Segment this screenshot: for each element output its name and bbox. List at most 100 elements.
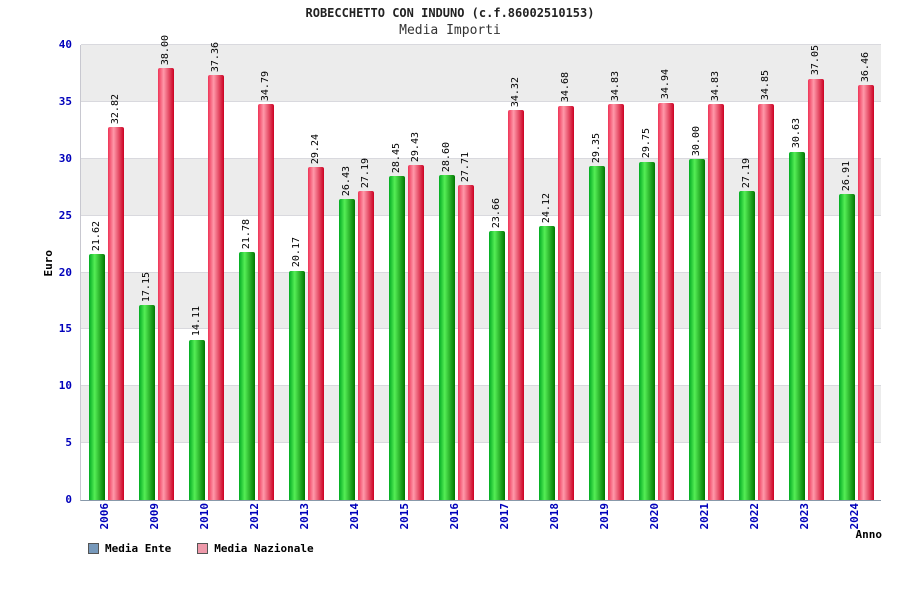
bar-media-ente	[638, 161, 655, 500]
bar-value-label: 30.63	[790, 118, 802, 149]
gridline	[81, 442, 881, 444]
media-ente-swatch-icon	[88, 543, 99, 554]
bar-media-ente	[338, 199, 355, 500]
bar-value-label: 14.11	[190, 306, 202, 337]
bar-value-label: 23.66	[490, 197, 502, 228]
x-tick-label: 2017	[498, 503, 511, 530]
legend-item-media-nazionale: Media Nazionale	[197, 542, 314, 555]
y-tick-label: 30	[58, 151, 72, 165]
bar-value-label: 20.17	[290, 237, 302, 268]
bar-value-label: 29.43	[409, 132, 421, 163]
y-axis-ticks: 0 5 10 15 20 25 30 35 40	[38, 38, 76, 506]
y-tick-label: 15	[58, 322, 72, 336]
x-tick-label: 2021	[698, 503, 711, 530]
bar-media-ente	[688, 158, 705, 500]
y-tick-label: 10	[58, 379, 72, 393]
gridline	[81, 385, 881, 387]
bar-value-label: 37.36	[209, 41, 221, 73]
bar-value-label: 34.32	[509, 76, 521, 107]
bar-media-nazionale	[857, 85, 874, 500]
y-tick-label: 35	[58, 94, 72, 108]
bar-value-label: 37.05	[809, 45, 821, 76]
bar-value-label: 28.60	[440, 141, 452, 172]
bar-value-label: 34.94	[659, 69, 671, 100]
bar-media-nazionale	[807, 78, 824, 500]
y-tick-label: 0	[65, 493, 72, 506]
bar-media-ente	[238, 252, 255, 500]
bar-media-ente	[88, 254, 105, 500]
legend-label: Media Ente	[105, 542, 172, 555]
bar-value-label: 34.83	[709, 70, 721, 101]
bar-media-nazionale	[157, 67, 174, 500]
gridline	[81, 214, 881, 216]
y-tick-label: 40	[58, 38, 72, 51]
bar-media-nazionale	[457, 184, 474, 500]
bar-value-label: 34.68	[559, 72, 571, 103]
bar-media-nazionale	[107, 126, 124, 500]
gridline	[81, 328, 881, 330]
bar-value-label: 27.19	[359, 157, 371, 188]
x-tick-label: 2022	[748, 503, 761, 530]
bar-value-label: 27.19	[740, 157, 752, 188]
bar-value-label: 17.15	[140, 271, 152, 302]
gridline	[81, 271, 881, 273]
legend-label: Media Nazionale	[214, 542, 314, 555]
bar-value-label: 21.62	[90, 220, 102, 252]
x-tick-label: 2016	[448, 503, 461, 530]
bar-value-label: 32.82	[109, 93, 121, 124]
x-tick-label: 2023	[798, 503, 811, 530]
bar-media-nazionale	[607, 103, 624, 500]
bar-value-label: 26.43	[340, 166, 352, 197]
bar-media-nazionale	[507, 109, 524, 500]
bar-media-nazionale	[557, 105, 574, 500]
bar-value-label: 34.79	[259, 71, 271, 102]
x-tick-label: 2010	[198, 503, 211, 530]
x-tick-label: 2020	[648, 503, 661, 530]
bar-value-label: 34.83	[609, 70, 621, 101]
bar-media-nazionale	[657, 102, 674, 500]
bar-media-nazionale	[707, 103, 724, 500]
legend-item-media-ente: Media Ente	[88, 542, 171, 555]
x-tick-label: 2013	[298, 503, 311, 530]
x-tick-label: 2009	[148, 503, 161, 530]
y-tick-label: 25	[58, 208, 72, 222]
bar-media-ente	[738, 190, 755, 500]
bar-value-label: 26.91	[840, 160, 852, 191]
x-axis-ticks: 2006 2009 2010 2012 2013 2014 2015 2016 2017 2018…	[80, 501, 880, 545]
bar-value-label: 38.00	[159, 34, 171, 65]
bar-media-ente	[538, 225, 555, 500]
bar-media-ente	[438, 174, 455, 500]
bar-value-label: 36.46	[859, 52, 871, 83]
x-tick-label: 2019	[598, 503, 611, 530]
bar-media-ente	[588, 166, 605, 500]
x-axis-label: Anno	[855, 528, 883, 541]
bar-value-label: 29.75	[640, 128, 652, 159]
x-tick-label: 2014	[348, 503, 361, 530]
bar-media-ente	[488, 230, 505, 500]
bar-value-label: 30.00	[690, 125, 702, 156]
x-tick-label: 2015	[398, 503, 411, 530]
y-tick-label: 20	[58, 265, 72, 279]
bar-media-nazionale	[357, 190, 374, 500]
bar-value-label: 29.35	[590, 133, 602, 164]
bar-media-ente	[838, 193, 855, 500]
bar-media-ente	[788, 151, 805, 500]
bar-media-ente	[138, 304, 155, 500]
bar-value-label: 28.45	[390, 143, 402, 174]
bar-media-ente	[188, 339, 205, 500]
bar-media-nazionale	[307, 167, 324, 500]
y-tick-label: 5	[65, 436, 72, 450]
x-tick-label: 2012	[248, 503, 261, 530]
bar-value-label: 27.71	[459, 151, 471, 182]
bar-value-label: 34.85	[759, 70, 771, 101]
bar-media-nazionale	[257, 104, 274, 500]
plot-area: 21.62 32.82 17.15 38.00 14.11 37.36 21.78 34.79…	[80, 35, 881, 501]
bar-media-nazionale	[207, 75, 224, 500]
gridline	[81, 157, 881, 159]
media-nazionale-swatch-icon	[197, 543, 209, 554]
chart-title: ROBECCHETTO CON INDUNO (c.f.86002510153)	[305, 6, 595, 20]
gridline	[81, 100, 881, 102]
gridline	[81, 44, 881, 45]
bar-media-ente	[288, 270, 305, 500]
bar-value-label: 29.24	[309, 134, 321, 165]
